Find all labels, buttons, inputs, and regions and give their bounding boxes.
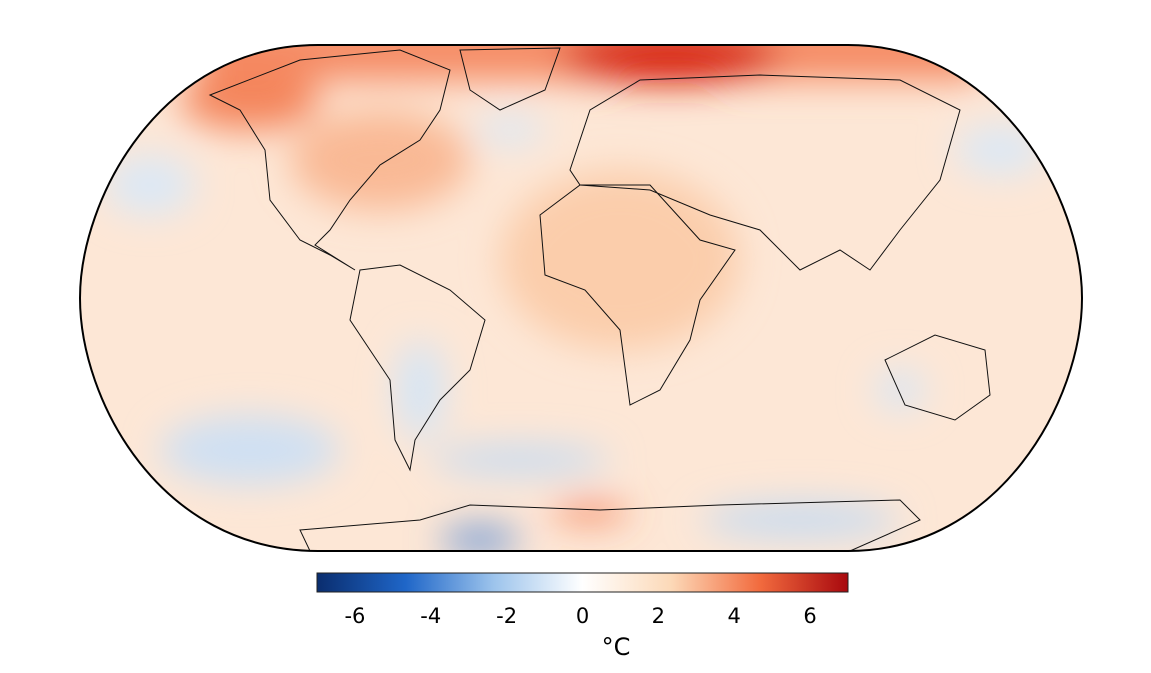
colorbar-tick-label: -4: [420, 604, 441, 628]
map-field: [80, 45, 1082, 551]
coastlines: [208, 47, 991, 551]
colorbar-tick-label: 6: [803, 604, 816, 628]
colorbar-tick-label: 2: [652, 604, 665, 628]
colorbar-tick-label: 0: [576, 604, 589, 628]
colorbar-tick-label: -6: [344, 604, 365, 628]
colorbar: -6 -4 -2 0 2 4 6 °C: [316, 572, 849, 661]
anomaly-map: [78, 44, 1084, 552]
colorbar-tick-label: 4: [728, 604, 741, 628]
colorbar-tick-label: -2: [496, 604, 517, 628]
colorbar-scale: [316, 572, 849, 593]
map-border: [78, 44, 1084, 552]
colorbar-unit: °C: [602, 633, 631, 661]
